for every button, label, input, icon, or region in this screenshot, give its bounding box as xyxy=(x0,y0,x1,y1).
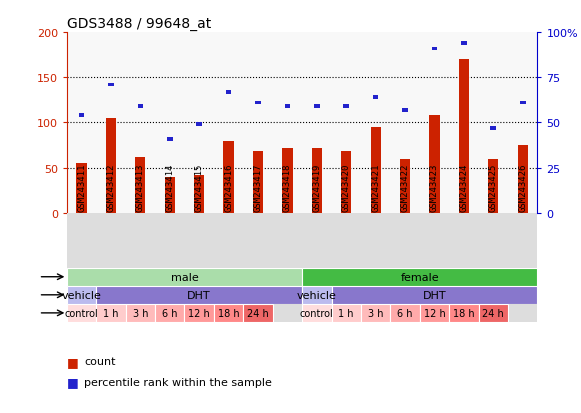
Bar xyxy=(488,159,498,214)
Bar xyxy=(432,47,437,51)
Text: 24 h: 24 h xyxy=(247,308,269,318)
Text: 6 h: 6 h xyxy=(397,308,413,318)
Bar xyxy=(167,138,173,141)
Bar xyxy=(459,60,469,214)
Bar xyxy=(302,304,332,322)
Text: vehicle: vehicle xyxy=(62,290,102,300)
Text: 3 h: 3 h xyxy=(132,308,148,318)
Bar xyxy=(449,304,479,322)
Bar xyxy=(243,304,272,322)
Bar xyxy=(371,128,381,214)
Bar xyxy=(106,119,116,214)
Bar xyxy=(135,157,145,214)
Bar xyxy=(302,268,537,286)
Bar xyxy=(155,304,185,322)
Text: vehicle: vehicle xyxy=(297,290,337,300)
Bar xyxy=(390,304,420,322)
Bar xyxy=(518,146,528,214)
Text: control: control xyxy=(300,308,333,318)
Bar xyxy=(361,304,390,322)
Text: DHT: DHT xyxy=(422,290,446,300)
Text: ■: ■ xyxy=(67,355,78,368)
Text: count: count xyxy=(84,356,116,366)
Bar xyxy=(138,105,143,109)
Bar xyxy=(285,105,290,109)
Bar xyxy=(420,304,449,322)
Bar xyxy=(164,177,175,214)
Bar xyxy=(332,304,361,322)
Bar xyxy=(96,304,125,322)
Bar xyxy=(314,105,320,109)
Text: control: control xyxy=(64,308,98,318)
Text: percentile rank within the sample: percentile rank within the sample xyxy=(84,377,272,387)
Bar xyxy=(226,91,231,94)
Bar xyxy=(125,304,155,322)
Bar xyxy=(461,42,467,46)
Bar xyxy=(429,116,440,214)
Text: ■: ■ xyxy=(67,375,78,389)
Text: 3 h: 3 h xyxy=(368,308,383,318)
Bar xyxy=(67,286,96,304)
Text: DHT: DHT xyxy=(187,290,211,300)
Bar xyxy=(341,152,352,214)
Bar xyxy=(282,148,293,214)
Text: male: male xyxy=(171,272,198,282)
Text: 12 h: 12 h xyxy=(188,308,210,318)
Text: 1 h: 1 h xyxy=(339,308,354,318)
Bar xyxy=(302,286,332,304)
Bar xyxy=(214,304,243,322)
Bar xyxy=(255,102,261,105)
Text: 1 h: 1 h xyxy=(103,308,119,318)
Text: 24 h: 24 h xyxy=(482,308,504,318)
Bar xyxy=(373,96,378,100)
Bar xyxy=(194,176,205,214)
Bar xyxy=(108,83,114,87)
Bar xyxy=(402,109,408,112)
Bar xyxy=(78,114,84,118)
Bar xyxy=(520,102,526,105)
Text: GDS3488 / 99648_at: GDS3488 / 99648_at xyxy=(67,17,211,31)
Bar xyxy=(67,304,96,322)
Bar xyxy=(196,123,202,127)
Bar xyxy=(400,159,410,214)
Bar xyxy=(253,152,263,214)
Bar xyxy=(479,304,508,322)
Text: 18 h: 18 h xyxy=(453,308,475,318)
Bar xyxy=(490,127,496,131)
Text: 6 h: 6 h xyxy=(162,308,178,318)
Bar xyxy=(343,105,349,109)
Bar xyxy=(96,286,302,304)
Text: 12 h: 12 h xyxy=(424,308,446,318)
Bar xyxy=(76,164,87,214)
Bar xyxy=(224,141,234,214)
Bar xyxy=(67,268,302,286)
Text: female: female xyxy=(400,272,439,282)
Bar xyxy=(185,304,214,322)
Text: 18 h: 18 h xyxy=(218,308,239,318)
Bar xyxy=(311,148,322,214)
Bar xyxy=(332,286,537,304)
